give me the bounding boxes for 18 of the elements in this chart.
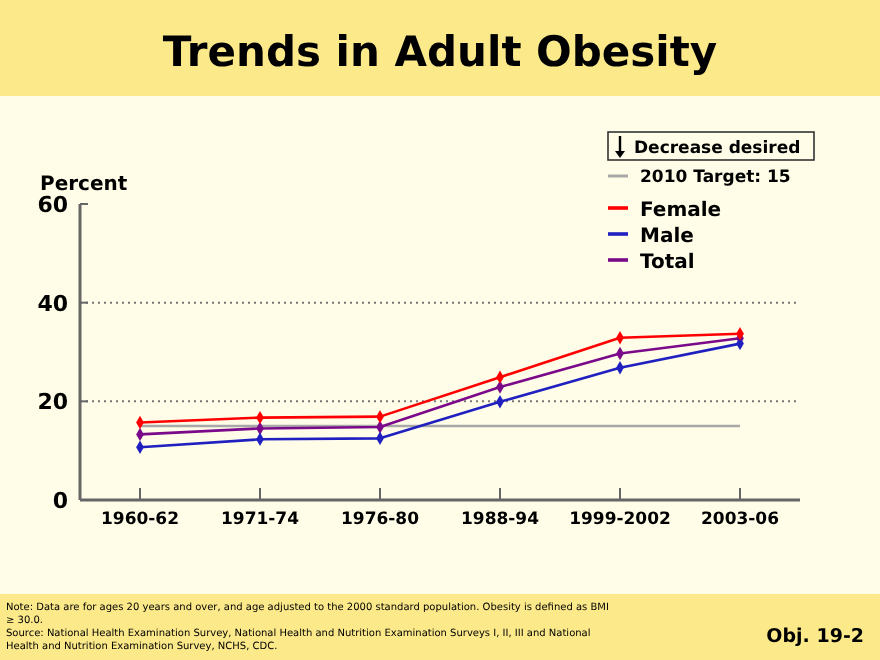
x-tick-label: 1971-74 (220, 510, 300, 530)
text: Decrease desired (634, 139, 801, 159)
y-tick-label: 60 (37, 192, 69, 218)
legend-label: Male (640, 226, 695, 248)
x-tick-label: 1976-80 (340, 510, 420, 530)
y-tick-label: 40 (37, 290, 69, 317)
y-tick-label: 20 (37, 389, 69, 416)
chart-title: Trends in Adult Obesity (162, 28, 718, 76)
x-tick-label: 1988-94 (460, 510, 540, 530)
x-tick-label: 2003-06 (700, 510, 780, 530)
legend-label: Total (640, 252, 695, 274)
text: Obj. 19-2 (766, 626, 864, 648)
x-tick-label: 1960-62 (100, 510, 180, 530)
legend-label: 2010 Target: 15 (640, 168, 791, 188)
legend-label: Female (640, 200, 722, 222)
y-tick-label: 0 (52, 488, 69, 514)
x-tick-label: 1999-2002 (569, 510, 672, 530)
y-axis-title: Percent (40, 174, 128, 196)
